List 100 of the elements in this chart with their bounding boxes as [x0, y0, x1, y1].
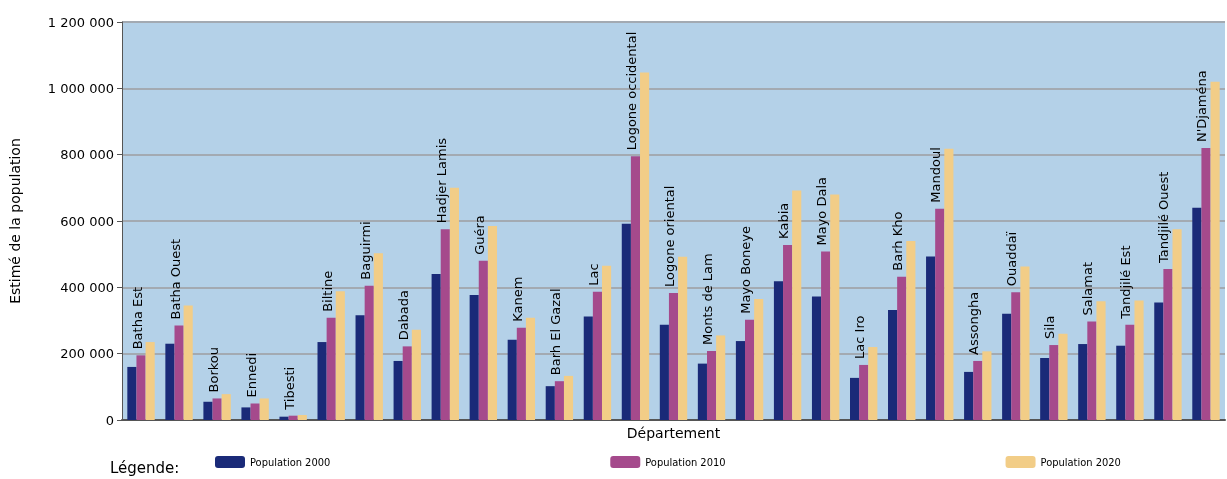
bar: [364, 285, 374, 420]
bar: [906, 240, 916, 420]
bar: [1134, 300, 1144, 420]
bar: [355, 315, 365, 420]
bar: [868, 347, 878, 420]
bar: [792, 190, 802, 420]
x-tick-label: Kanem: [509, 276, 525, 322]
x-tick-label: Tibesti: [281, 366, 297, 411]
bar: [145, 342, 155, 420]
bar: [212, 398, 222, 420]
bar: [849, 377, 860, 420]
bar: [821, 251, 831, 420]
bar: [621, 223, 631, 420]
legend-label: Population 2020: [1040, 455, 1121, 469]
bar: [241, 407, 251, 420]
bar: [279, 416, 289, 420]
bar: [659, 324, 669, 420]
x-tick-label: Kabia: [776, 202, 792, 239]
bar: [811, 296, 822, 420]
bar: [1096, 301, 1106, 420]
bar: [554, 381, 564, 420]
bar: [402, 346, 412, 420]
bar: [1172, 229, 1182, 420]
bar: [1049, 345, 1059, 420]
y-tick-label: 200 000: [60, 346, 114, 362]
bar: [478, 260, 488, 420]
bar: [136, 355, 146, 420]
y-tick-label: 0: [105, 412, 114, 428]
bar: [716, 335, 726, 420]
x-tick-label: Ennedi: [243, 352, 259, 398]
bar: [1125, 324, 1135, 420]
x-tick-label: Assongha: [966, 291, 982, 355]
bar: [487, 225, 498, 420]
bar: [897, 276, 907, 420]
legend-label: Population 2000: [250, 455, 331, 469]
bar: [964, 371, 974, 420]
x-tick-label: Batha Est: [129, 286, 145, 350]
bar: [773, 281, 784, 420]
bar: [165, 343, 175, 420]
x-tick-label: Mayo Dala: [814, 176, 830, 246]
bar: [431, 274, 441, 420]
bar: [1011, 292, 1021, 420]
bar: [602, 265, 612, 420]
x-tick-label: Batha Ouest: [167, 238, 183, 320]
x-axis-title: Département: [626, 425, 721, 441]
y-tick-label: 400 000: [60, 279, 114, 295]
legend-title: Légende:: [110, 458, 180, 477]
x-tick-label: Salamat: [1080, 261, 1096, 316]
bar: [697, 363, 707, 420]
bar: [127, 366, 137, 420]
bar: [1078, 344, 1088, 420]
x-tick-label: Barh El Gazal: [547, 288, 563, 376]
x-tick-label: Barh Kho: [890, 211, 906, 271]
x-tick-label: Lac Iro: [852, 315, 868, 359]
bar: [221, 394, 231, 420]
bar: [735, 341, 745, 420]
x-tick-label: Mandoul: [928, 147, 944, 203]
x-tick-label: Lac: [585, 263, 601, 286]
bar: [1020, 266, 1030, 420]
bar: [1210, 81, 1220, 420]
x-tick-label: Logone oriental: [662, 185, 677, 287]
bar: [1087, 321, 1097, 420]
x-tick-label: N'Djaména: [1194, 70, 1210, 143]
x-tick-label: Logone occidental: [623, 31, 639, 151]
bar: [440, 229, 450, 420]
bar: [640, 72, 650, 420]
y-tick-label: 1 000 000: [47, 80, 114, 96]
bar: [174, 325, 184, 420]
bar: [583, 316, 593, 420]
bar: [259, 398, 269, 420]
bar: [935, 208, 945, 420]
bar: [859, 364, 869, 420]
bar: [1002, 313, 1012, 420]
bar: [469, 294, 479, 420]
bar: [668, 292, 679, 420]
bar: [745, 319, 755, 420]
bar: [944, 148, 954, 420]
x-tick-label: Hadjer Lamis: [433, 137, 449, 224]
bar: [754, 298, 764, 420]
y-tick-label: 800 000: [60, 147, 114, 163]
bar: [973, 360, 983, 420]
x-tick-label: Mayo Boneye: [738, 226, 754, 314]
y-tick-label: 1 200 000: [47, 14, 114, 30]
x-tick-label: Tandjilé Ouest: [1156, 171, 1172, 265]
bar: [545, 386, 555, 420]
bar: [1201, 148, 1211, 420]
bar: [706, 351, 717, 420]
x-tick-label: Borkou: [205, 346, 221, 393]
bar: [926, 256, 936, 420]
bar: [250, 403, 260, 420]
bar: [1040, 357, 1050, 420]
bar: [1163, 269, 1173, 420]
bar: [888, 309, 898, 420]
bar: [335, 291, 345, 420]
x-tick-label: Sila: [1042, 315, 1058, 340]
bar: [449, 187, 459, 420]
x-tick-label: Dabada: [395, 289, 411, 341]
bar: [373, 253, 383, 420]
bar: [525, 317, 536, 420]
bar: [411, 329, 421, 420]
